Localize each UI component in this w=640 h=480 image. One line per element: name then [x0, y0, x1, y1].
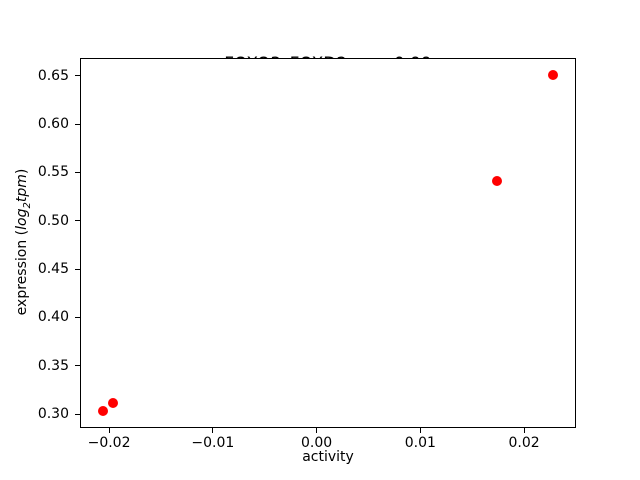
y-tick-mark: [75, 171, 80, 173]
y-tick-mark: [75, 316, 80, 318]
x-tick-mark: [523, 428, 525, 433]
y-tick-mark: [75, 123, 80, 125]
y-tick-label: 0.50: [37, 212, 69, 229]
y-tick-label: 0.35: [37, 357, 69, 374]
x-tick-label: −0.01: [191, 435, 235, 451]
y-tick-mark: [75, 75, 80, 77]
y-tick-label: 0.65: [37, 67, 69, 84]
y-tick-label: 0.60: [37, 116, 69, 133]
y-tick-mark: [75, 220, 80, 222]
x-tick-label: 0.00: [300, 435, 333, 451]
x-tick-label: −0.02: [87, 435, 131, 451]
x-tick-mark: [316, 428, 318, 433]
plot-area: [80, 58, 576, 428]
x-tick-mark: [419, 428, 421, 433]
ylabel-subscript: 2: [21, 202, 33, 209]
x-tick-mark: [212, 428, 214, 433]
x-axis-label: activity: [302, 449, 354, 465]
y-tick-mark: [75, 365, 80, 367]
y-tick-label: 0.55: [37, 164, 69, 181]
y-tick-mark: [75, 413, 80, 415]
y-tick-label: 0.30: [37, 406, 69, 423]
y-tick-label: 0.45: [37, 261, 69, 278]
data-point: [548, 69, 559, 80]
x-tick-label: 0.01: [404, 435, 436, 451]
data-point: [108, 398, 119, 409]
data-point: [492, 176, 503, 187]
data-point: [97, 406, 108, 417]
y-axis-label: expression (log2tpm): [14, 169, 36, 316]
y-tick-mark: [75, 268, 80, 270]
y-tick-label: 0.40: [37, 309, 69, 326]
x-tick-label: 0.02: [508, 435, 540, 451]
x-tick-mark: [108, 428, 110, 433]
